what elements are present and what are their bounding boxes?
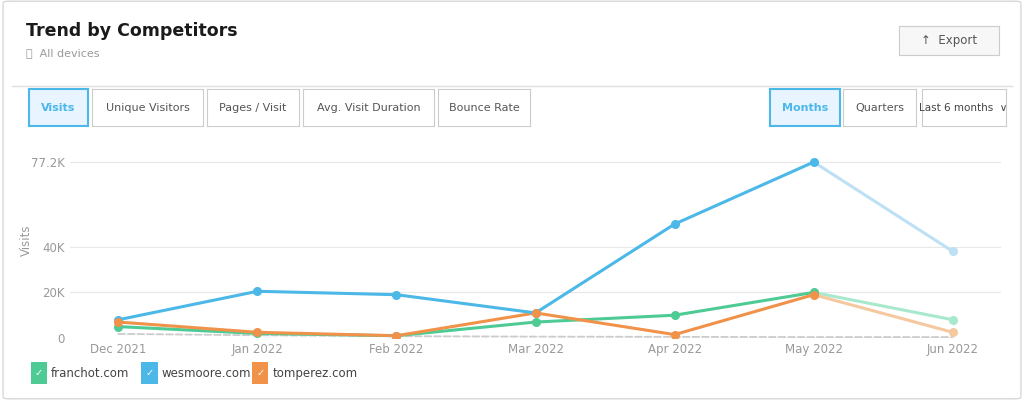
Text: Trend by Competitors: Trend by Competitors (26, 22, 238, 40)
Text: Avg. Visit Duration: Avg. Visit Duration (316, 103, 421, 113)
Text: ✓: ✓ (256, 368, 264, 378)
Text: ↑  Export: ↑ Export (922, 34, 977, 47)
Y-axis label: Visits: Visits (20, 224, 33, 256)
Text: Visits: Visits (41, 103, 76, 113)
Text: franchot.com: franchot.com (51, 367, 130, 380)
Text: wesmoore.com: wesmoore.com (162, 367, 251, 380)
Text: ✓: ✓ (145, 368, 154, 378)
Text: Unique Visitors: Unique Visitors (105, 103, 189, 113)
Text: Quarters: Quarters (855, 103, 904, 113)
Text: Last 6 months  ∨: Last 6 months ∨ (920, 103, 1008, 113)
Text: 🖥  All devices: 🖥 All devices (26, 48, 99, 58)
Text: Months: Months (781, 103, 828, 113)
Text: Bounce Rate: Bounce Rate (449, 103, 520, 113)
Text: tomperez.com: tomperez.com (272, 367, 357, 380)
Text: ✓: ✓ (35, 368, 43, 378)
Text: Pages / Visit: Pages / Visit (219, 103, 287, 113)
